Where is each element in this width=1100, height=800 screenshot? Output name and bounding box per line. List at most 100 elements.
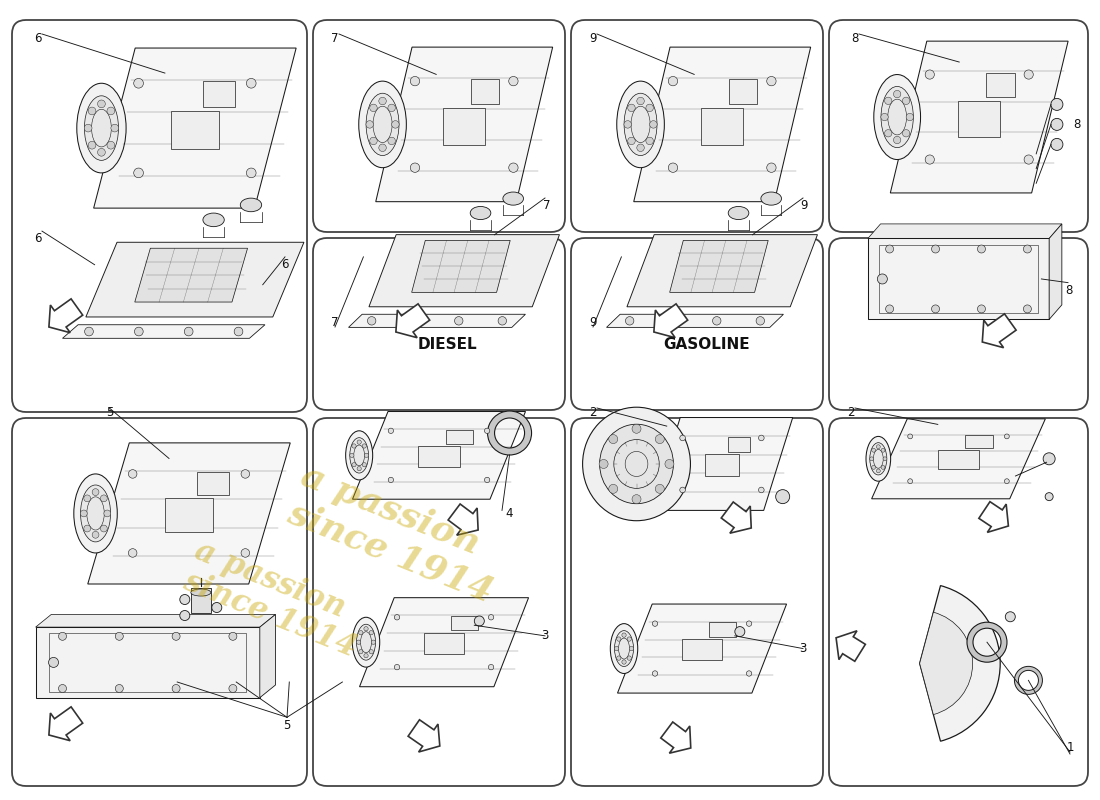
Text: 4: 4	[506, 507, 514, 520]
Circle shape	[358, 466, 361, 470]
Circle shape	[356, 640, 361, 644]
Ellipse shape	[240, 198, 262, 212]
Circle shape	[352, 444, 356, 448]
Text: 1: 1	[1067, 741, 1074, 754]
Ellipse shape	[610, 624, 638, 674]
Circle shape	[92, 531, 99, 538]
Polygon shape	[88, 443, 290, 584]
Circle shape	[185, 327, 192, 336]
Circle shape	[881, 466, 886, 470]
Polygon shape	[376, 47, 552, 202]
Circle shape	[366, 121, 373, 128]
Circle shape	[1045, 493, 1053, 501]
Circle shape	[241, 470, 250, 478]
Circle shape	[600, 459, 608, 469]
Circle shape	[906, 114, 913, 121]
Circle shape	[80, 510, 87, 517]
Ellipse shape	[881, 86, 913, 148]
Circle shape	[58, 632, 66, 640]
Circle shape	[84, 495, 90, 502]
Circle shape	[370, 104, 377, 112]
Circle shape	[1050, 118, 1063, 130]
Text: 8: 8	[1072, 118, 1080, 131]
Circle shape	[680, 435, 685, 441]
Wedge shape	[920, 586, 1000, 742]
Text: a passion: a passion	[190, 536, 350, 624]
Circle shape	[767, 163, 777, 172]
Bar	[966, 435, 993, 448]
FancyBboxPatch shape	[314, 418, 565, 786]
Circle shape	[735, 626, 745, 637]
Circle shape	[886, 245, 893, 253]
Ellipse shape	[366, 94, 399, 155]
Circle shape	[1004, 434, 1010, 439]
Circle shape	[370, 137, 377, 145]
Circle shape	[870, 457, 873, 461]
Text: since 1914: since 1914	[283, 495, 497, 609]
Circle shape	[359, 650, 363, 654]
Ellipse shape	[873, 74, 921, 159]
Bar	[958, 101, 1000, 138]
Polygon shape	[352, 411, 526, 499]
Ellipse shape	[356, 624, 375, 660]
Ellipse shape	[615, 630, 634, 666]
Circle shape	[116, 685, 123, 693]
Polygon shape	[1049, 224, 1061, 319]
Polygon shape	[890, 41, 1068, 193]
Ellipse shape	[345, 430, 373, 480]
Circle shape	[362, 462, 366, 467]
Circle shape	[629, 646, 634, 650]
Circle shape	[652, 621, 658, 626]
Bar	[729, 79, 758, 104]
Text: 6: 6	[34, 32, 42, 45]
Polygon shape	[982, 314, 1016, 348]
FancyBboxPatch shape	[12, 20, 307, 412]
Circle shape	[107, 107, 114, 115]
Circle shape	[179, 610, 190, 621]
Circle shape	[364, 654, 368, 658]
Circle shape	[103, 510, 111, 517]
Ellipse shape	[77, 83, 127, 173]
Circle shape	[637, 144, 645, 151]
Polygon shape	[653, 304, 688, 338]
Circle shape	[172, 685, 180, 693]
Polygon shape	[35, 627, 260, 698]
Circle shape	[134, 168, 143, 178]
Circle shape	[776, 490, 790, 504]
Circle shape	[615, 646, 619, 650]
Circle shape	[646, 137, 653, 145]
Text: 5: 5	[107, 406, 113, 419]
FancyBboxPatch shape	[829, 418, 1088, 786]
Circle shape	[388, 104, 395, 112]
Bar	[424, 633, 464, 654]
Polygon shape	[135, 248, 248, 302]
Circle shape	[632, 494, 641, 504]
Circle shape	[370, 650, 373, 654]
Ellipse shape	[761, 192, 781, 205]
Circle shape	[886, 305, 893, 313]
Text: 9: 9	[588, 32, 596, 45]
Circle shape	[628, 137, 635, 145]
Bar	[165, 498, 213, 532]
Ellipse shape	[85, 96, 119, 160]
Circle shape	[388, 428, 394, 434]
Ellipse shape	[728, 206, 749, 219]
Circle shape	[637, 98, 645, 105]
Circle shape	[229, 632, 236, 640]
Polygon shape	[722, 502, 751, 534]
Text: since 1914: since 1914	[178, 566, 361, 664]
Circle shape	[454, 317, 463, 325]
Circle shape	[362, 444, 366, 448]
Circle shape	[474, 616, 484, 626]
Bar	[190, 587, 211, 613]
Polygon shape	[35, 614, 275, 627]
FancyBboxPatch shape	[829, 20, 1088, 232]
FancyBboxPatch shape	[571, 238, 823, 410]
Circle shape	[1004, 478, 1010, 484]
Circle shape	[656, 484, 664, 494]
Polygon shape	[868, 238, 1049, 319]
Text: 5: 5	[284, 718, 292, 732]
FancyBboxPatch shape	[314, 238, 565, 410]
FancyBboxPatch shape	[12, 418, 307, 786]
Circle shape	[1023, 245, 1032, 253]
